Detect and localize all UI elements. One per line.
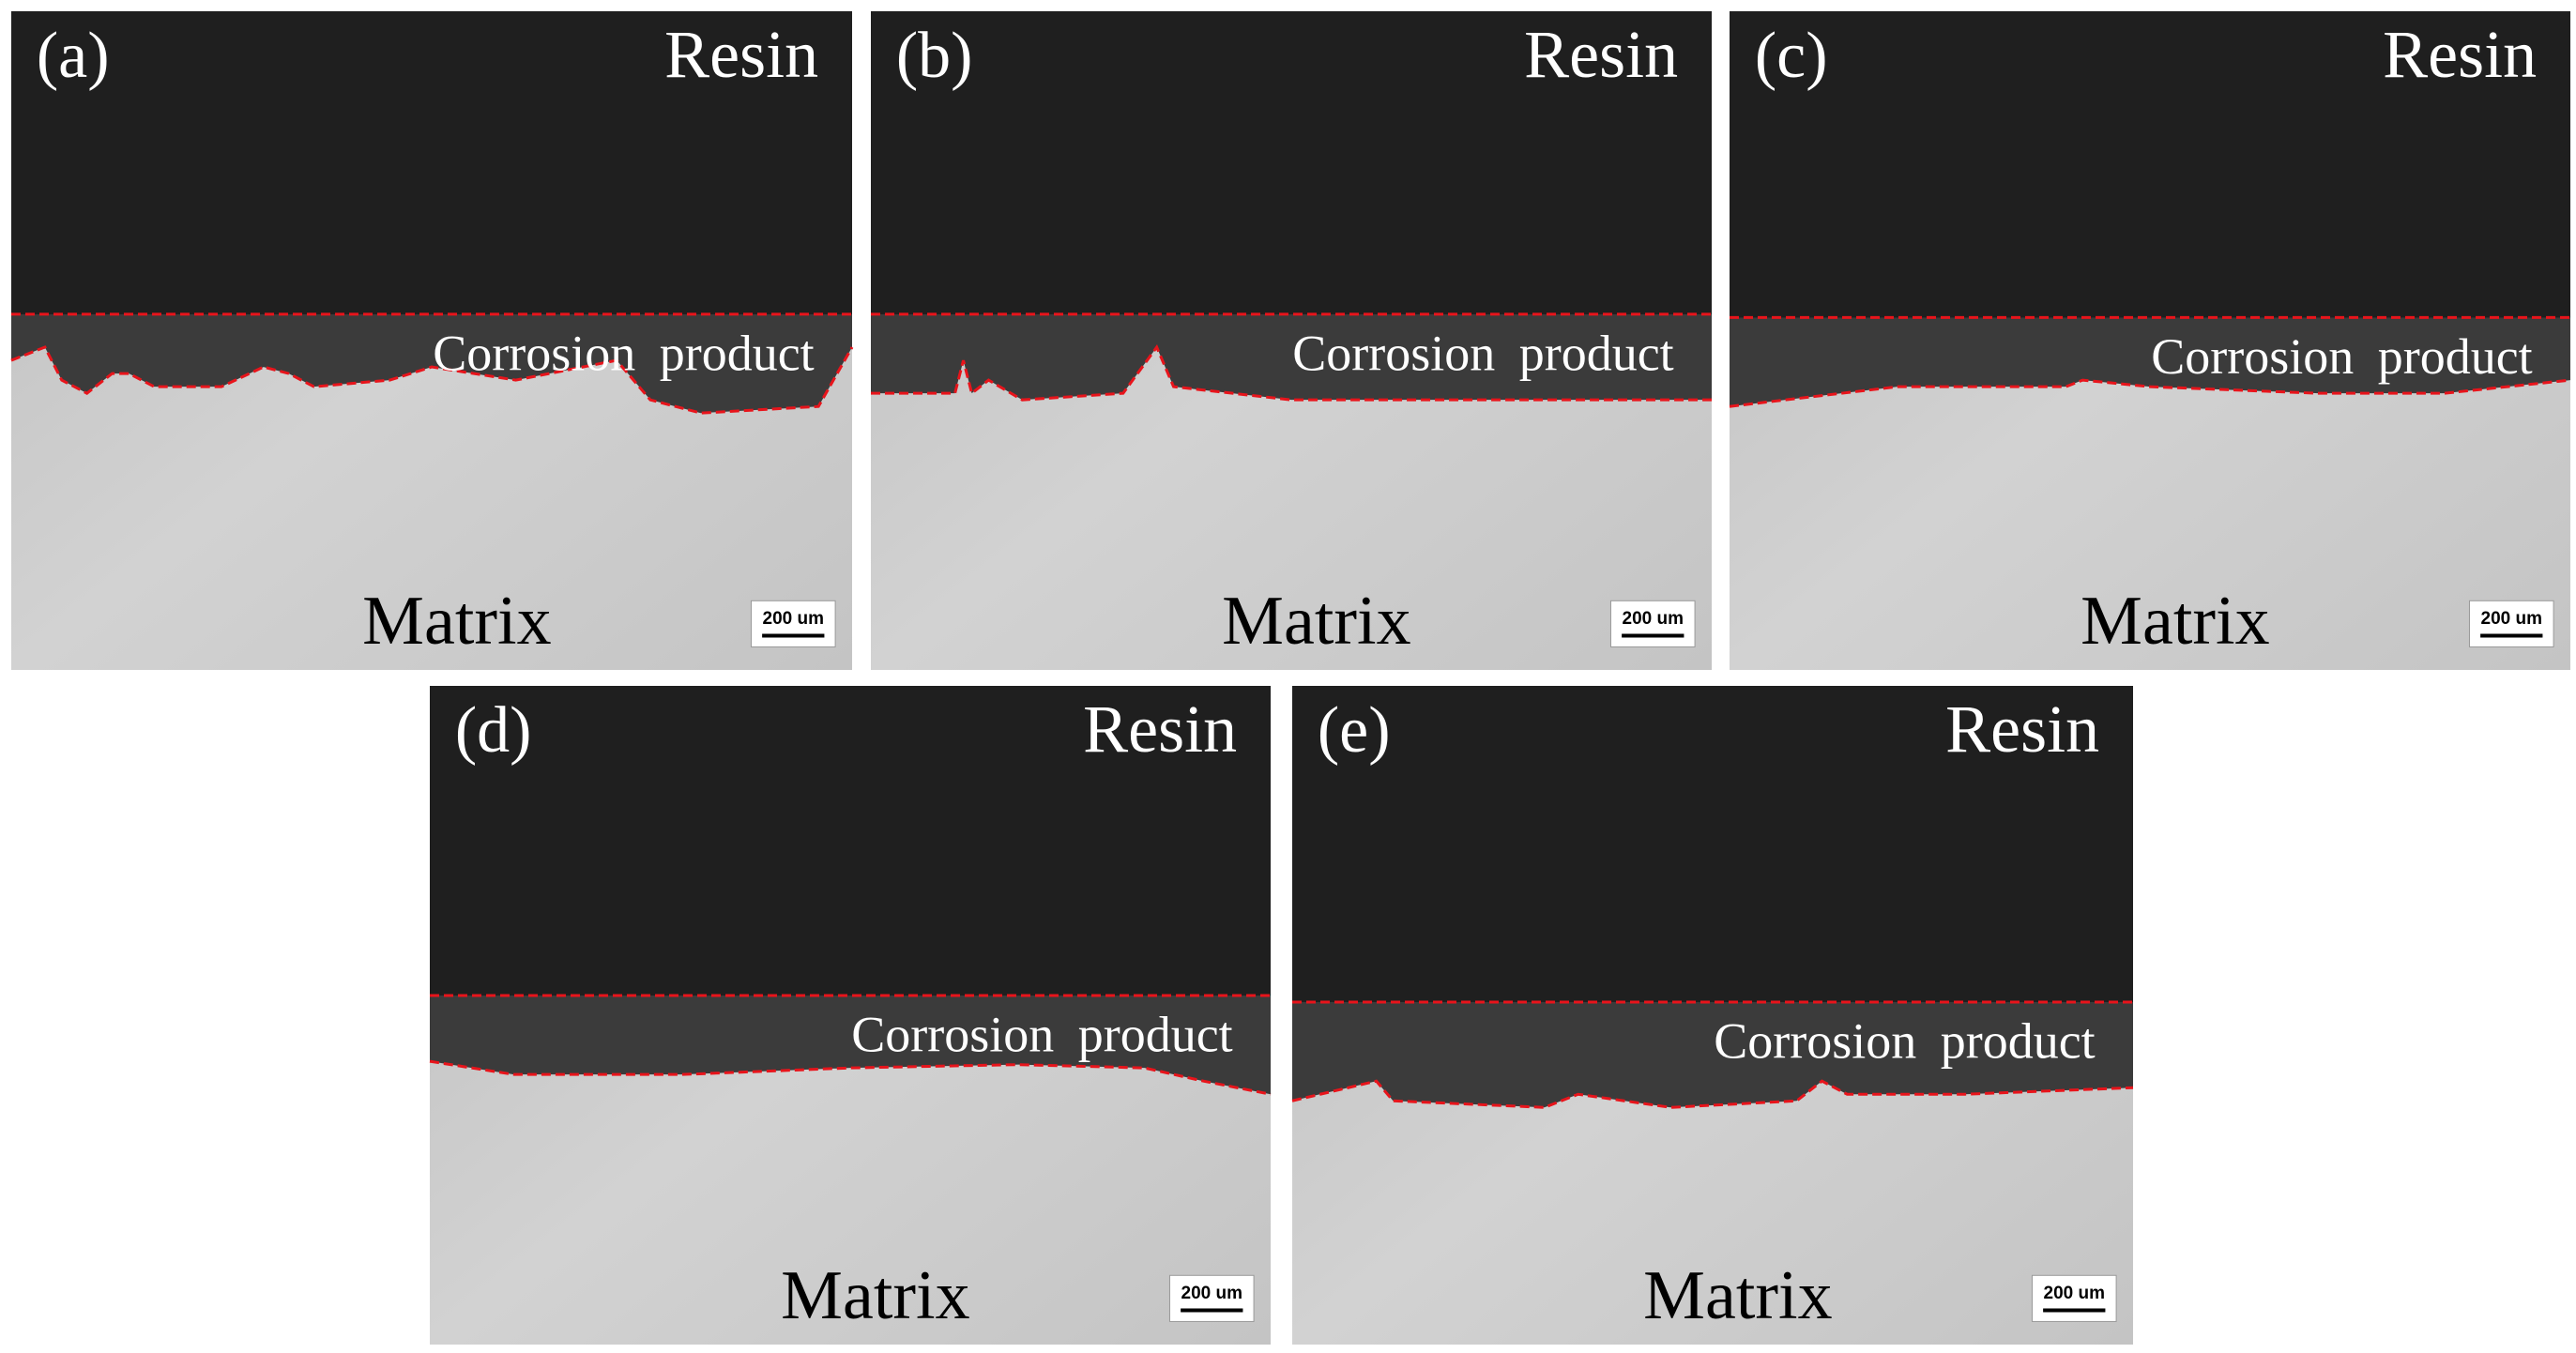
corrosion-label: Corrosion product: [1714, 1013, 2095, 1070]
matrix-label: Matrix: [1643, 1257, 1832, 1334]
panel-label: (b): [896, 20, 973, 92]
scale-bar-box: [1609, 600, 1696, 647]
matrix-label: Matrix: [2081, 583, 2269, 660]
scale-bar-label: 200 um: [763, 609, 824, 629]
corrosion-label: Corrosion product: [2151, 328, 2532, 385]
panel-label: (a): [37, 20, 110, 92]
resin-label: Resin: [1524, 17, 1678, 92]
micrograph-panel: (c) Resin Corrosion product Matrix 200 um: [1729, 11, 2571, 670]
micrograph-panel: (a) Resin Corrosion product Matrix 200 um: [10, 11, 854, 670]
resin-label: Resin: [1945, 692, 2099, 767]
resin-label: Resin: [664, 17, 818, 92]
panel-label: (d): [455, 694, 532, 767]
resin-region: [1292, 686, 2133, 1002]
matrix-label: Matrix: [781, 1257, 969, 1334]
matrix-label: Matrix: [1222, 583, 1410, 660]
resin-region: [430, 686, 1271, 996]
panel-label: (e): [1318, 694, 1391, 767]
resin-region: [11, 11, 852, 314]
corrosion-label: Corrosion product: [851, 1007, 1232, 1063]
corrosion-label: Corrosion product: [1292, 326, 1673, 382]
scale-bar-label: 200 um: [2044, 1284, 2105, 1303]
interface-line: [1291, 1079, 2134, 1109]
scale-bar-box: [1168, 1274, 1255, 1322]
resin-label: Resin: [1083, 692, 1237, 767]
scale-bar-box: [750, 600, 836, 647]
micrograph-panel: (e) Resin Corrosion product Matrix 200 um: [1291, 686, 2134, 1345]
panel-label: (c): [1755, 20, 1828, 92]
resin-label: Resin: [2383, 17, 2537, 92]
interface-line: [1729, 378, 2571, 408]
scale-bar-label: 200 um: [1623, 609, 1684, 629]
matrix-label: Matrix: [362, 583, 551, 660]
micrograph-panel: (b) Resin Corrosion product Matrix 200 um: [871, 11, 1712, 670]
resin-region: [1730, 11, 2570, 318]
scale-bar-label: 200 um: [1181, 1284, 1242, 1303]
resin-region: [871, 11, 1712, 314]
interface-line: [871, 344, 1712, 402]
interface-line: [429, 1059, 1272, 1096]
micrograph-panel: (d) Resin Corrosion product Matrix 200 um: [429, 686, 1272, 1345]
scale-bar-box: [2468, 600, 2554, 647]
corrosion-label: Corrosion product: [433, 326, 814, 382]
scale-bar-label: 200 um: [2481, 609, 2542, 629]
interface-line: [10, 345, 854, 415]
scale-bar-box: [2031, 1274, 2117, 1322]
